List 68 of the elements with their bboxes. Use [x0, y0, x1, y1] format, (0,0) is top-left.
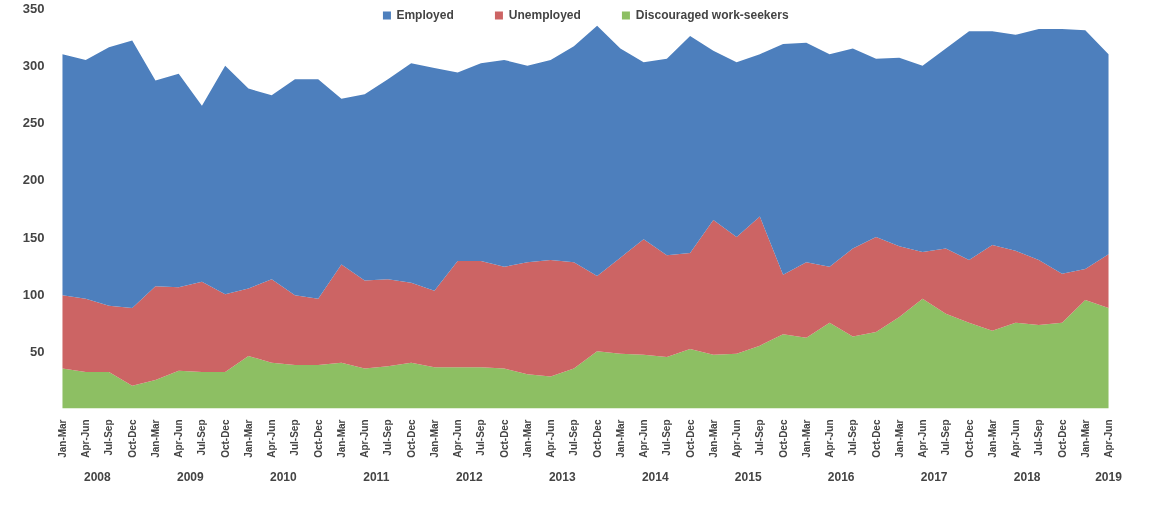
x-tick-label: Oct-Dec — [963, 419, 975, 458]
x-tick-label: Jul-Sep — [289, 419, 301, 456]
x-tick-label: Jul-Sep — [196, 419, 208, 456]
legend-label: Employed — [396, 8, 454, 22]
text: 2008 — [83, 469, 112, 484]
x-tick-label: Jul-Sep — [754, 419, 766, 456]
legend-label: Discouraged work-seekers — [635, 8, 789, 22]
x-tick-label: Apr-Jun — [638, 419, 650, 458]
x-tick-label: Oct-Dec — [870, 419, 882, 458]
y-tick-label: 50 — [30, 343, 45, 359]
x-tick-label: Jul-Sep — [661, 419, 673, 456]
x-tick-label: Apr-Jun — [917, 419, 929, 458]
text: 2018 — [1013, 469, 1041, 484]
x-tick-label: Oct-Dec — [684, 419, 696, 458]
x-tick-label: Oct-Dec — [126, 419, 138, 458]
y-tick-label: 300 — [22, 58, 45, 74]
x-tick-label: Oct-Dec — [1056, 419, 1068, 458]
x-tick-label: Apr-Jun — [824, 419, 836, 458]
x-tick-label: Oct-Dec — [312, 419, 324, 458]
y-tick-label: 200 — [22, 172, 45, 188]
x-tick-label: Jan-Mar — [614, 419, 626, 458]
x-tick-label: Jan-Mar — [428, 419, 440, 458]
x-tick-label: Apr-Jun — [173, 419, 185, 458]
text: 2017 — [920, 469, 948, 484]
x-tick-label: Oct-Dec — [405, 419, 417, 458]
x-tick-label: Jul-Sep — [568, 419, 580, 456]
text: 2013 — [548, 469, 576, 484]
text: 2016 — [827, 469, 855, 484]
x-tick-label: Apr-Jun — [266, 419, 278, 458]
legend-label: Unemployed — [508, 8, 581, 22]
x-tick-label: Jan-Mar — [149, 419, 161, 458]
x-tick-label: Apr-Jun — [1103, 419, 1115, 458]
text: 2011 — [363, 469, 390, 484]
y-tick-label: 100 — [22, 286, 45, 302]
text: 2012 — [455, 469, 483, 484]
x-tick-label: Jul-Sep — [847, 419, 859, 456]
x-tick-label: Jul-Sep — [940, 419, 952, 456]
x-tick-label: Jan-Mar — [56, 419, 68, 458]
x-tick-label: Apr-Jun — [1010, 419, 1022, 458]
x-tick-label: Apr-Jun — [452, 419, 464, 458]
x-tick-label: Jul-Sep — [382, 419, 394, 456]
text: 2009 — [176, 469, 204, 484]
x-tick-label: Jul-Sep — [103, 419, 115, 456]
x-tick-label: Oct-Dec — [498, 419, 510, 458]
x-tick-label: Apr-Jun — [731, 419, 743, 458]
x-tick-label: Oct-Dec — [591, 419, 603, 458]
x-tick-label: Jan-Mar — [1079, 419, 1091, 458]
y-tick-label: 250 — [22, 115, 45, 131]
text: 2019 — [1095, 469, 1123, 484]
y-tick-label: 350 — [22, 1, 45, 16]
x-tick-label: Oct-Dec — [219, 419, 231, 458]
text: 2010 — [269, 469, 297, 484]
y-tick-label: 150 — [22, 229, 45, 245]
text: 2014 — [641, 469, 669, 484]
x-tick-label: Jan-Mar — [986, 419, 998, 458]
text: 2015 — [734, 469, 762, 484]
x-tick-label: Apr-Jun — [80, 419, 92, 458]
x-tick-label: Jul-Sep — [475, 419, 487, 456]
x-tick-label: Jan-Mar — [335, 419, 347, 458]
x-tick-label: Apr-Jun — [545, 419, 557, 458]
x-tick-label: Jan-Mar — [242, 419, 254, 458]
x-tick-label: Jul-Sep — [1033, 419, 1045, 456]
x-tick-label: Jan-Mar — [893, 419, 905, 458]
x-tick-label: Jan-Mar — [707, 419, 719, 458]
x-tick-label: Jan-Mar — [521, 419, 533, 458]
x-tick-label: Oct-Dec — [777, 419, 789, 458]
x-tick-label: Jan-Mar — [800, 419, 812, 458]
x-tick-label: Apr-Jun — [359, 419, 371, 458]
